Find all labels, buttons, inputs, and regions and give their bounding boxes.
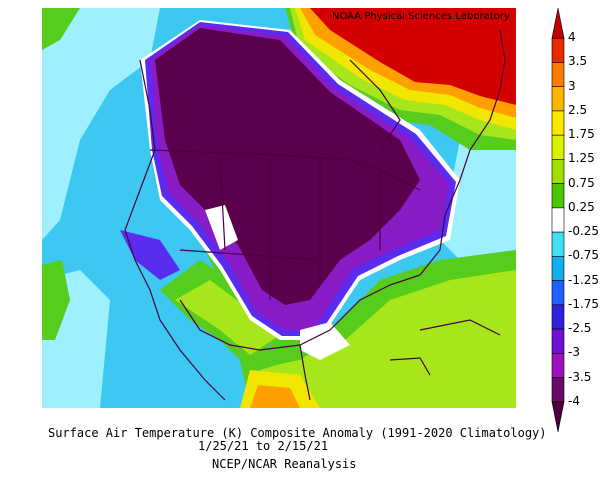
colorbar-swatch [551, 377, 565, 403]
colorbar-tick-label: -4 [568, 393, 580, 408]
colorbar-swatch [551, 352, 565, 378]
colorbar-swatch [551, 328, 565, 354]
colorbar-tick-label: -1.25 [568, 272, 600, 287]
credit-label: NOAA Physical Sciences Laboratory [332, 11, 510, 22]
colorbar-tick-label: 2.5 [568, 102, 588, 117]
colorbar-tick-label: -1.75 [568, 296, 600, 311]
colorbar-tick-label: 4 [568, 30, 576, 45]
colorbar-swatch [551, 256, 565, 281]
colorbar-swatch [551, 231, 565, 257]
colorbar-swatch [551, 207, 565, 233]
colorbar-tick-label: -3 [568, 345, 580, 360]
colorbar-tick-label: -2.5 [568, 321, 592, 336]
colorbar-swatch [551, 280, 565, 306]
colorbar [551, 7, 565, 433]
colorbar-swatch [551, 86, 565, 112]
colorbar-swatch [551, 304, 565, 330]
colorbar-swatch [551, 37, 565, 63]
colorbar-tick-label: -0.75 [568, 248, 600, 263]
date-range: 1/25/21 to 2/15/21 [198, 439, 329, 453]
colorbar-tick-label: -0.25 [568, 224, 600, 239]
colorbar-swatch [551, 401, 565, 433]
colorbar-swatch [551, 110, 565, 136]
colorbar-swatch [551, 183, 565, 209]
colorbar-tick-label: 0.25 [568, 199, 595, 214]
colorbar-tick-label: -3.5 [568, 369, 592, 384]
figure-title: Surface Air Temperature (K) Composite An… [48, 426, 547, 440]
colorbar-tick-label: 0.75 [568, 175, 595, 190]
colorbar-swatch [551, 159, 565, 184]
colorbar-tick-label: 3 [568, 78, 576, 93]
map-outlines [124, 29, 506, 401]
colorbar-swatch [551, 7, 565, 39]
data-source: NCEP/NCAR Reanalysis [212, 457, 357, 471]
colorbar-swatch [551, 62, 565, 88]
colorbar-tick-label: 1.75 [568, 127, 595, 142]
colorbar-swatch [551, 134, 565, 160]
colorbar-tick-label: 3.5 [568, 54, 588, 69]
colorbar-tick-label: 1.25 [568, 151, 595, 166]
